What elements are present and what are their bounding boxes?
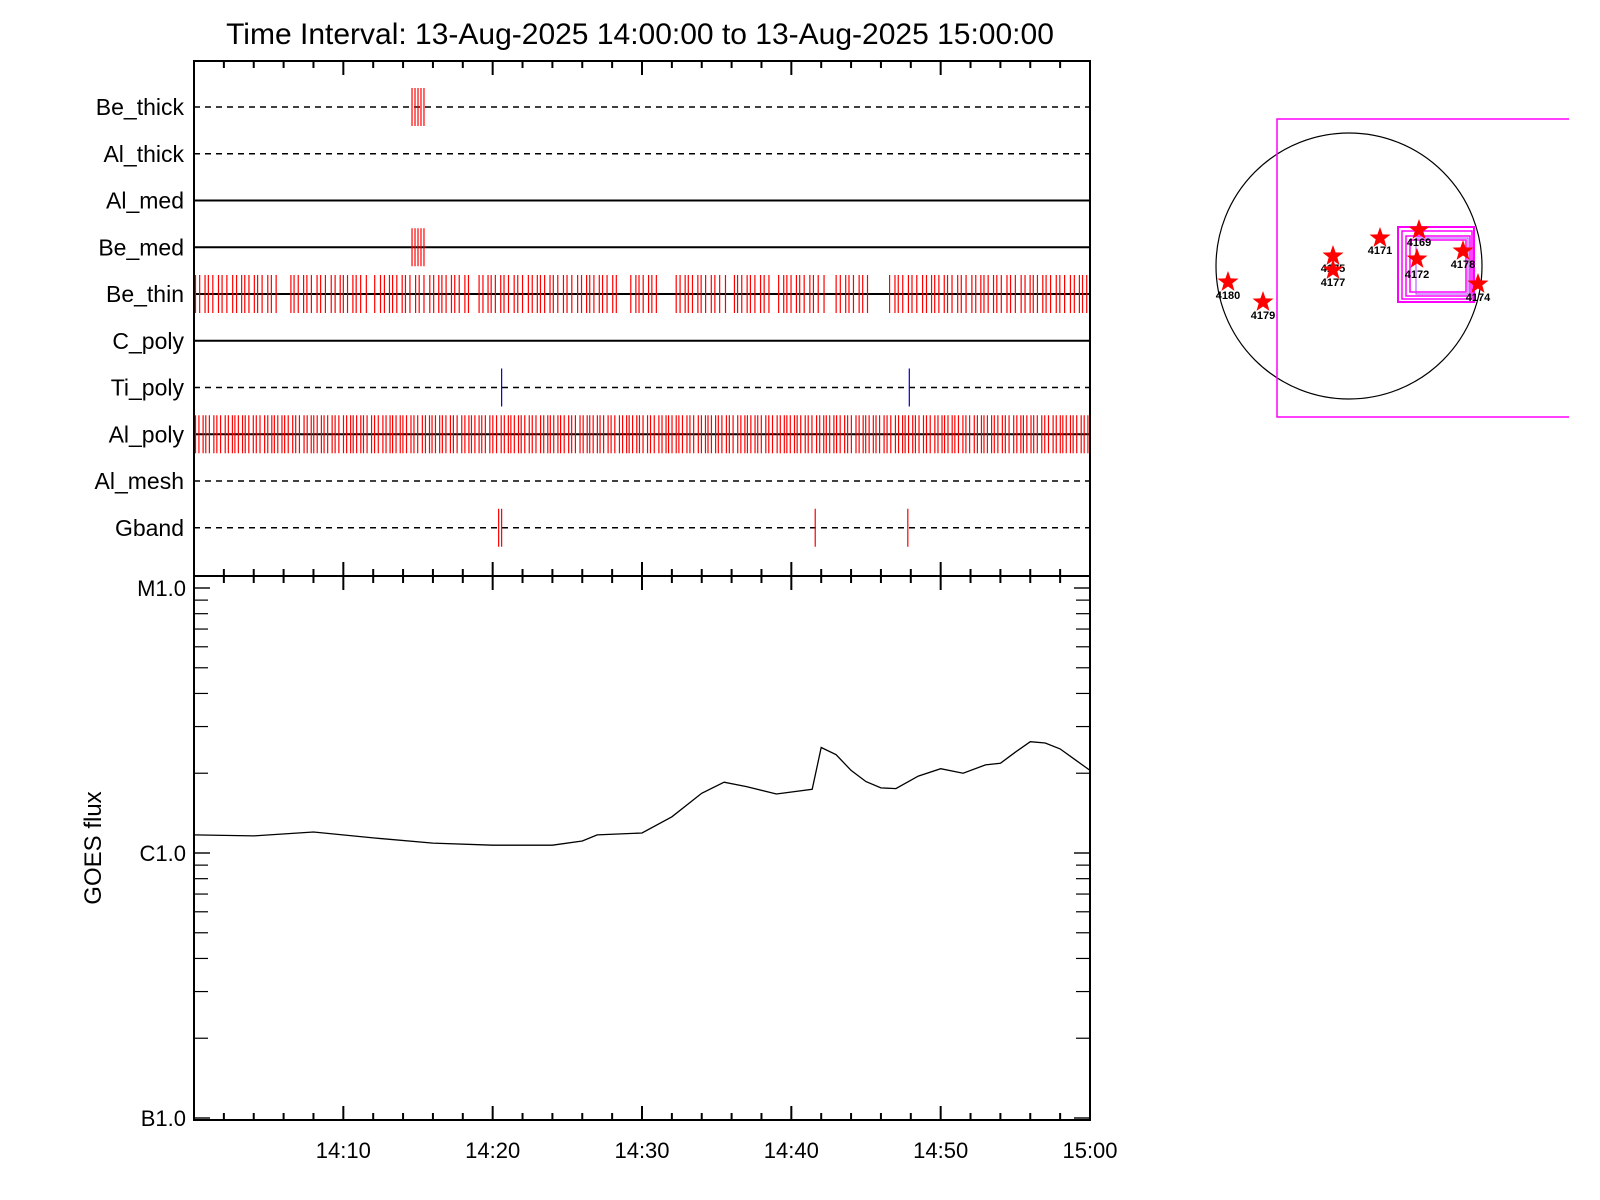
x-tick-label: 15:00 bbox=[1062, 1138, 1117, 1163]
x-tick-label: 14:30 bbox=[614, 1138, 669, 1163]
filter-panel: Be_thick Al_thick Al_med Be_med Be_thin C_pol… bbox=[95, 60, 1091, 577]
row-label-be-thick: Be_thick bbox=[96, 94, 185, 120]
active-region-markers: 416941714172417541774178417441804179 bbox=[1216, 219, 1491, 322]
row-label-al-mesh: Al_mesh bbox=[95, 468, 184, 494]
solar-disk-panel: 416941714172417541774178417441804179 bbox=[1215, 118, 1569, 418]
ar-star-4180 bbox=[1217, 271, 1239, 291]
fov-box-5 bbox=[1415, 237, 1469, 295]
goes-flux-line bbox=[193, 741, 1091, 846]
ar-label-4178: 4178 bbox=[1451, 259, 1475, 271]
ar-label-4180: 4180 bbox=[1216, 290, 1240, 302]
ar-star-4172 bbox=[1406, 248, 1428, 268]
ar-star-4169 bbox=[1408, 219, 1430, 239]
fov-box-3 bbox=[1405, 235, 1471, 297]
filter-panel-frame bbox=[193, 60, 1091, 577]
goes-y-tick-labels: B1.0 C1.0 M1.0 bbox=[137, 576, 186, 1131]
x-tick-label: 14:10 bbox=[316, 1138, 371, 1163]
x-tick-label: 14:50 bbox=[913, 1138, 968, 1163]
goes-y-axis-label: GOES flux bbox=[80, 791, 107, 904]
fov-box-4 bbox=[1409, 239, 1467, 293]
ar-label-4169: 4169 bbox=[1407, 237, 1431, 249]
filter-rows: Be_thick Al_thick Al_med Be_med Be_thin C_pol… bbox=[95, 88, 1090, 547]
ar-label-4177: 4177 bbox=[1321, 277, 1345, 289]
row-label-ti-poly: Ti_poly bbox=[111, 375, 185, 401]
ar-label-4172: 4172 bbox=[1405, 269, 1429, 281]
y-tick-label: B1.0 bbox=[141, 1106, 186, 1131]
fov-box-1 bbox=[1397, 226, 1475, 303]
ar-star-4175 bbox=[1322, 245, 1344, 265]
goes-panel: B1.0 C1.0 M1.0 14:10 14:20 14:30 14:40 14:50 15… bbox=[80, 575, 1118, 1163]
row-label-be-med: Be_med bbox=[98, 234, 184, 260]
row-label-al-poly: Al_poly bbox=[109, 421, 185, 447]
ar-star-4179 bbox=[1252, 291, 1274, 311]
x-tick-label: 14:40 bbox=[764, 1138, 819, 1163]
row-label-c-poly: C_poly bbox=[112, 328, 184, 354]
fov-box-2 bbox=[1401, 230, 1473, 300]
row-label-gband: Gband bbox=[115, 515, 184, 541]
y-tick-label: M1.0 bbox=[137, 576, 186, 601]
y-tick-label: C1.0 bbox=[140, 841, 186, 866]
goes-panel-frame bbox=[193, 575, 1091, 1121]
ar-star-4171 bbox=[1369, 227, 1391, 247]
ar-star-4177 bbox=[1322, 259, 1344, 279]
ar-star-4174 bbox=[1467, 273, 1489, 293]
ar-label-4179: 4179 bbox=[1251, 310, 1275, 322]
ar-label-4171: 4171 bbox=[1368, 245, 1392, 257]
ar-label-4174: 4174 bbox=[1466, 292, 1491, 304]
x-tick-label: 14:20 bbox=[465, 1138, 520, 1163]
chart-title: Time Interval: 13-Aug-2025 14:00:00 to 1… bbox=[226, 18, 1054, 51]
ar-star-4178 bbox=[1452, 240, 1474, 260]
goes-x-tick-labels: 14:10 14:20 14:30 14:40 14:50 15:00 bbox=[316, 1138, 1118, 1163]
row-label-al-thick: Al_thick bbox=[103, 141, 184, 167]
solar-disk-outline bbox=[1215, 132, 1483, 400]
goes-panel-ticks bbox=[194, 576, 1090, 1120]
filter-panel-ticks bbox=[222, 61, 1062, 576]
row-label-al-med: Al_med bbox=[106, 188, 184, 214]
fov-large-box bbox=[1276, 118, 1569, 418]
row-label-be-thin: Be_thin bbox=[106, 281, 184, 307]
